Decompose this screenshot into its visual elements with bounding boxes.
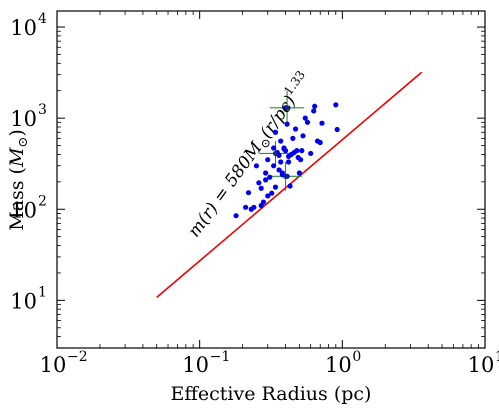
error-point-0: [284, 105, 290, 111]
data-point-48: [308, 150, 314, 157]
data-point-55: [334, 126, 340, 133]
data-point-43: [298, 157, 304, 163]
x-tick-exp-0: −2: [67, 349, 88, 365]
data-point-49: [311, 108, 317, 114]
x-tick-exp-3: 1: [495, 349, 499, 365]
y-axis-label-symbol: M: [6, 147, 28, 168]
data-point-17: [271, 145, 277, 151]
data-point-10: [263, 170, 269, 176]
data-point-47: [304, 119, 311, 125]
data-point-23: [278, 138, 284, 144]
y-tick-label-3: 10: [10, 16, 37, 40]
y-tick-exp-0: 1: [38, 284, 47, 300]
data-point-16: [271, 163, 277, 169]
plot-area: [156, 71, 423, 298]
data-point-24: [278, 159, 284, 165]
data-point-37: [290, 135, 296, 141]
data-point-33: [285, 159, 292, 165]
y-axis-label-close: ): [6, 129, 28, 136]
data-point-11: [263, 177, 269, 183]
data-point-9: [260, 199, 267, 205]
data-point-0: [233, 213, 239, 219]
data-point-22: [276, 167, 282, 173]
data-point-53: [319, 120, 325, 126]
data-point-31: [284, 121, 290, 127]
error-point-2: [282, 173, 289, 179]
data-point-8: [258, 185, 264, 191]
y-tick-exp-3: 4: [38, 11, 47, 27]
data-point-42: [296, 170, 302, 176]
data-point-1: [243, 204, 249, 210]
data-point-26: [279, 170, 285, 176]
data-point-18: [272, 184, 279, 190]
y-axis-label-sub: ⊙: [16, 137, 31, 148]
x-tick-label-1: 10: [182, 353, 209, 377]
data-point-29: [282, 148, 289, 154]
data-point-6: [256, 180, 262, 186]
data-point-14: [267, 174, 273, 180]
data-point-15: [269, 190, 275, 196]
data-point-4: [251, 204, 257, 210]
plot-frame: [56, 10, 486, 349]
y-tick-label-0: 10: [10, 289, 37, 313]
data-point-5: [253, 163, 260, 169]
y-tick-exp-1: 2: [38, 193, 47, 209]
y-tick-exp-2: 3: [38, 102, 47, 118]
error-point-1: [272, 150, 279, 157]
axis-ticks: 10−210−1100101101102103104: [10, 11, 499, 377]
data-point-50: [312, 103, 318, 109]
data-point-2: [245, 190, 252, 196]
data-point-52: [317, 139, 323, 146]
data-point-13: [265, 157, 271, 163]
data-point-44: [299, 148, 305, 154]
x-tick-label-2: 10: [325, 353, 352, 377]
x-tick-exp-1: −1: [210, 349, 231, 365]
data-point-39: [292, 126, 299, 132]
x-axis-label: Effective Radius (pc): [171, 383, 372, 405]
data-point-12: [265, 193, 271, 199]
y-tick-label-2: 10: [10, 107, 37, 131]
data-point-19: [272, 129, 279, 135]
data-point-54: [333, 102, 339, 108]
y-axis-label-main: Mass (: [6, 167, 28, 231]
data-point-35: [287, 183, 293, 189]
data-point-46: [302, 115, 308, 121]
data-point-40: [294, 148, 300, 154]
x-tick-exp-2: 0: [352, 349, 361, 365]
x-tick-label-0: 10: [40, 353, 67, 377]
data-point-45: [300, 133, 306, 139]
x-tick-label-3: 10: [468, 353, 495, 377]
y-axis-label: Mass (M⊙): [6, 129, 31, 231]
svg-text:Mass (M⊙): Mass (M⊙): [6, 129, 31, 231]
y-tick-label-1: 10: [10, 198, 37, 222]
